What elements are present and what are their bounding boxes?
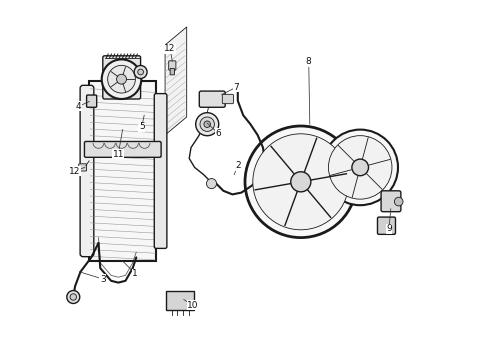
Circle shape	[322, 130, 398, 205]
FancyBboxPatch shape	[169, 61, 176, 70]
Text: 8: 8	[306, 57, 312, 66]
FancyBboxPatch shape	[199, 91, 225, 107]
Text: 2: 2	[235, 161, 241, 170]
Circle shape	[108, 65, 135, 93]
Circle shape	[245, 126, 357, 238]
FancyBboxPatch shape	[381, 191, 401, 212]
Circle shape	[328, 136, 392, 199]
Circle shape	[291, 172, 311, 192]
FancyBboxPatch shape	[222, 94, 233, 104]
Polygon shape	[165, 27, 187, 135]
Text: 5: 5	[139, 122, 145, 131]
Text: 11: 11	[113, 150, 124, 158]
Circle shape	[117, 74, 126, 84]
Text: 3: 3	[100, 274, 106, 284]
FancyBboxPatch shape	[84, 141, 161, 157]
Circle shape	[200, 117, 215, 131]
Circle shape	[352, 159, 368, 176]
Text: 1: 1	[132, 269, 138, 278]
Text: 7: 7	[233, 83, 239, 91]
Circle shape	[102, 59, 141, 99]
FancyBboxPatch shape	[87, 95, 97, 107]
Circle shape	[253, 134, 349, 230]
Circle shape	[196, 113, 219, 136]
Bar	[90, 81, 156, 261]
Circle shape	[70, 294, 76, 300]
Text: 10: 10	[187, 301, 198, 310]
Circle shape	[206, 179, 217, 189]
FancyBboxPatch shape	[166, 291, 194, 310]
Text: 12: 12	[165, 44, 176, 53]
FancyBboxPatch shape	[79, 164, 87, 171]
Text: 9: 9	[386, 224, 392, 233]
FancyBboxPatch shape	[170, 68, 174, 75]
Circle shape	[134, 66, 147, 78]
Circle shape	[67, 291, 80, 303]
Text: 4: 4	[76, 102, 81, 111]
FancyBboxPatch shape	[103, 56, 141, 99]
FancyBboxPatch shape	[80, 85, 94, 257]
Circle shape	[204, 121, 210, 127]
Circle shape	[138, 69, 144, 75]
Text: 6: 6	[215, 129, 221, 138]
Circle shape	[394, 197, 403, 206]
Text: 12: 12	[70, 166, 81, 175]
FancyBboxPatch shape	[377, 217, 395, 234]
FancyBboxPatch shape	[154, 94, 167, 248]
